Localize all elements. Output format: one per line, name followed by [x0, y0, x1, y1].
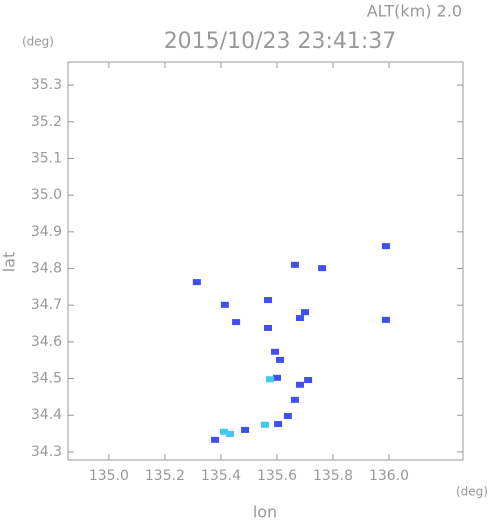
y-tick-label: 35.0 — [31, 187, 62, 203]
radar-echo — [381, 243, 390, 250]
x-tick-label: 135.6 — [257, 468, 297, 484]
y-tick-label: 35.3 — [31, 77, 62, 93]
radar-echo — [295, 381, 304, 388]
y-axis-label: lat — [0, 252, 19, 273]
radar-echo — [232, 319, 241, 326]
y-unit: (deg) — [22, 35, 54, 49]
radar-echo — [211, 436, 220, 443]
chart-title: 2015/10/23 23:41:37 — [164, 29, 397, 54]
radar-echo — [283, 412, 292, 419]
radar-echo — [295, 315, 304, 322]
radar-echo — [276, 356, 285, 363]
y-tick-label: 34.3 — [31, 444, 62, 460]
radar-echo — [290, 396, 299, 403]
altitude-label: ALT(km) 2.0 — [367, 2, 462, 21]
x-tick-label: 136.0 — [369, 468, 409, 484]
radar-echo — [225, 430, 234, 437]
radar-echo — [260, 421, 269, 428]
radar-echo — [264, 297, 273, 304]
x-unit: (deg) — [456, 485, 488, 499]
radar-echo — [304, 377, 313, 384]
y-tick-label: 35.2 — [31, 114, 62, 130]
radar-echo — [192, 279, 201, 286]
x-axis-label: lon — [253, 503, 277, 521]
radar-echo — [264, 324, 273, 331]
y-tick-label: 34.9 — [31, 224, 62, 240]
y-tick-label: 34.7 — [31, 297, 62, 313]
y-tick-label: 34.5 — [31, 371, 62, 387]
radar-echo — [290, 261, 299, 268]
radar-echo — [274, 421, 283, 428]
radar-echo — [220, 301, 229, 308]
x-tick-label: 135.4 — [201, 468, 241, 484]
y-tick-label: 35.1 — [31, 150, 62, 166]
radar-echo — [220, 428, 229, 435]
radar-echo — [272, 374, 281, 381]
radar-echo — [265, 376, 274, 383]
x-tick-label: 135.8 — [313, 468, 353, 484]
plot-frame — [67, 61, 464, 461]
radar-echo — [301, 309, 309, 316]
y-tick-label: 34.8 — [31, 261, 62, 277]
y-tick-label: 34.6 — [31, 334, 62, 350]
x-tick-label: 135.2 — [145, 468, 185, 484]
radar-echo — [271, 348, 280, 355]
x-tick-label: 135.0 — [89, 468, 129, 484]
radar-echo — [241, 426, 250, 433]
radar-echo — [381, 316, 390, 323]
radar-echo — [318, 265, 327, 272]
y-tick-label: 34.4 — [31, 407, 62, 423]
